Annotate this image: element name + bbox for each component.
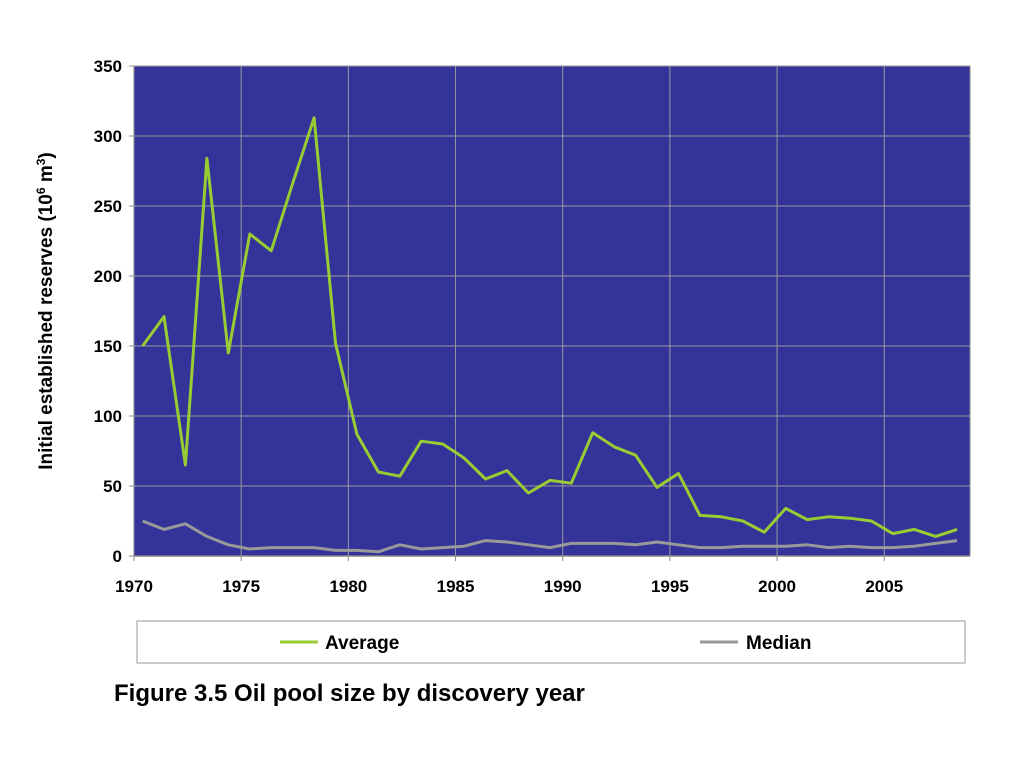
y-tick-label: 200 [94, 267, 122, 286]
x-tick-label: 2000 [758, 577, 796, 596]
x-tick-label: 1975 [222, 577, 260, 596]
legend-label-median: Median [746, 633, 811, 654]
series-lines [141, 116, 958, 554]
y-tick-label: 250 [94, 197, 122, 216]
series-line-average [141, 116, 958, 538]
figure-caption: Figure 3.5 Oil pool size by discovery ye… [114, 680, 585, 707]
x-tick-label: 1995 [651, 577, 689, 596]
y-tick-label: 50 [103, 477, 122, 496]
series-line-median [142, 519, 958, 554]
x-tick-label: 1985 [437, 577, 475, 596]
legend-box [136, 620, 966, 664]
legend-label-average: Average [325, 633, 399, 654]
x-tick-label: 1980 [329, 577, 367, 596]
x-axis-ticks: 1970 1975 1980 1985 1990 1995 2000 2005 [115, 556, 903, 596]
y-tick-label: 300 [94, 127, 122, 146]
plot-area [133, 65, 971, 557]
x-tick-label: 1990 [544, 577, 582, 596]
y-axis-ticks: 0 50 100 150 200 250 300 350 [94, 57, 134, 566]
legend: Average Median [136, 620, 966, 664]
y-tick-label: 0 [113, 547, 122, 566]
x-tick-label: 2005 [865, 577, 903, 596]
y-tick-label: 100 [94, 407, 122, 426]
x-tick-label: 1970 [115, 577, 153, 596]
gridlines [134, 65, 970, 557]
y-tick-label: 350 [94, 57, 122, 76]
y-axis-label: Initial established reserves (106 m3) [34, 152, 57, 470]
y-tick-label: 150 [94, 337, 122, 356]
